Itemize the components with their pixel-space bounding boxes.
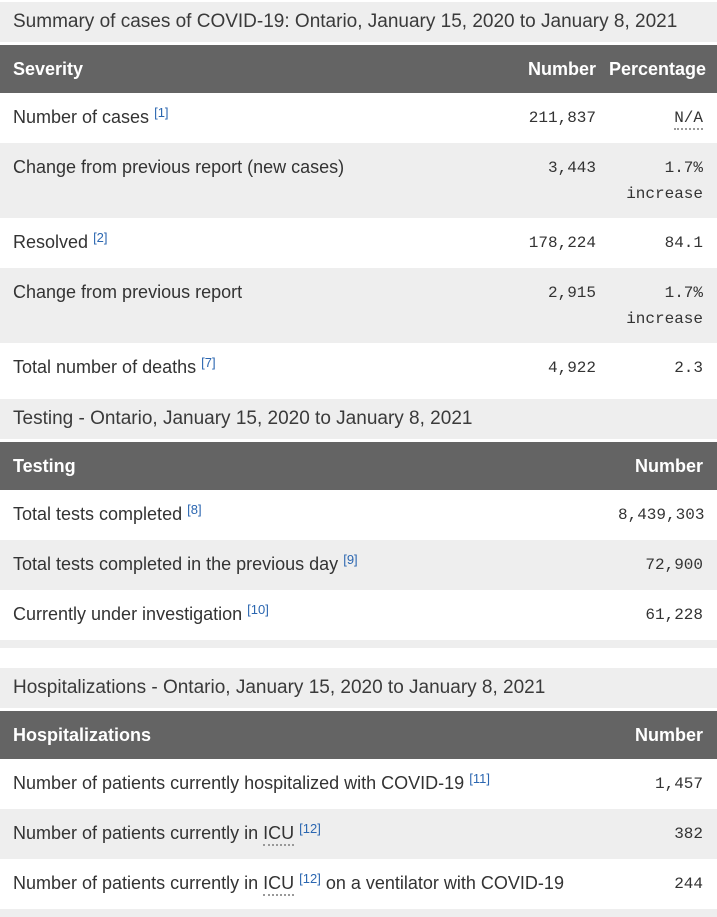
number-cell: 8,439,303 bbox=[618, 506, 705, 524]
row-label: Change from previous report bbox=[0, 268, 480, 343]
footnote-link[interactable]: [12] bbox=[299, 871, 321, 886]
abbr-icu: ICU bbox=[263, 823, 295, 846]
number-cell: 244 bbox=[674, 875, 703, 893]
table-row: Total number of deaths [7] 4,922 2.3 bbox=[0, 343, 717, 393]
row-label: Resolved [2] bbox=[0, 218, 480, 268]
row-label-text: Change from previous report bbox=[13, 282, 243, 302]
table-row: Number of patients currently in ICU [12]… bbox=[0, 859, 717, 909]
row-label: Number of patients currently in ICU [12]… bbox=[0, 859, 605, 909]
row-label-text: Resolved bbox=[13, 232, 89, 252]
testing-table: Testing Number Total tests completed [8]… bbox=[0, 442, 717, 640]
number-cell: 3,443 bbox=[547, 159, 596, 177]
row-label: Total number of deaths [7] bbox=[0, 343, 480, 393]
row-label-text: on a ventilator with COVID-19 bbox=[325, 873, 564, 893]
table-row: Currently under investigation [10] 61,22… bbox=[0, 590, 717, 640]
row-label-text: Change from previous report (new cases) bbox=[13, 157, 345, 177]
footnote-link[interactable]: [9] bbox=[343, 552, 358, 567]
table-row: Number of cases [1] 211,837 N/A bbox=[0, 93, 717, 143]
row-label-text: Total number of deaths bbox=[13, 357, 197, 377]
footnote-link[interactable]: [11] bbox=[469, 771, 490, 786]
footnote-link[interactable]: [2] bbox=[93, 230, 108, 245]
testing-caption: Testing - Ontario, January 15, 2020 to J… bbox=[0, 399, 717, 439]
footnote-link[interactable]: [12] bbox=[299, 821, 321, 836]
row-label-text: Number of cases bbox=[13, 107, 150, 127]
number-cell: 72,900 bbox=[645, 556, 703, 574]
footnote-link[interactable]: [8] bbox=[187, 502, 202, 517]
percentage-cell: 1.7% increase bbox=[626, 159, 703, 203]
number-cell: 2,915 bbox=[547, 284, 596, 302]
testing-section: Testing - Ontario, January 15, 2020 to J… bbox=[0, 399, 717, 648]
row-label-text: Currently under investigation bbox=[13, 604, 243, 624]
abbr-not-applicable: N/A bbox=[674, 109, 703, 130]
partial-row-strip bbox=[0, 640, 717, 648]
row-label: Number of patients currently hospitalize… bbox=[0, 759, 605, 809]
col-header-number: Number bbox=[480, 45, 596, 93]
testing-header-row: Testing Number bbox=[0, 442, 717, 490]
number-cell: 382 bbox=[674, 825, 703, 843]
table-row: Total tests completed in the previous da… bbox=[0, 540, 717, 590]
col-header-hospitalizations: Hospitalizations bbox=[0, 711, 605, 759]
col-header-percentage: Percentage bbox=[596, 45, 717, 93]
row-label: Number of patients currently in ICU [12] bbox=[0, 809, 605, 859]
row-label: Change from previous report (new cases) bbox=[0, 143, 480, 218]
table-row: Change from previous report (new cases) … bbox=[0, 143, 717, 218]
table-row: Number of patients currently hospitalize… bbox=[0, 759, 717, 809]
col-header-testing: Testing bbox=[0, 442, 605, 490]
percentage-cell: N/A bbox=[596, 93, 717, 143]
section-gap bbox=[0, 648, 717, 668]
row-label: Total tests completed in the previous da… bbox=[0, 540, 605, 590]
row-label-text: Number of patients currently in bbox=[13, 873, 259, 893]
percentage-cell: 84.1 bbox=[664, 234, 703, 252]
table-row: Resolved [2] 178,224 84.1 bbox=[0, 218, 717, 268]
summary-table: Severity Number Percentage Number of cas… bbox=[0, 45, 717, 393]
hospitalizations-header-row: Hospitalizations Number bbox=[0, 711, 717, 759]
number-cell: 61,228 bbox=[645, 606, 703, 624]
partial-row-strip bbox=[0, 909, 717, 917]
row-label: Number of cases [1] bbox=[0, 93, 480, 143]
footnote-link[interactable]: [7] bbox=[201, 355, 216, 370]
row-label-text: Number of patients currently in bbox=[13, 823, 259, 843]
summary-section: Summary of cases of COVID-19: Ontario, J… bbox=[0, 2, 717, 393]
table-row: Number of patients currently in ICU [12]… bbox=[0, 809, 717, 859]
hospitalizations-section: Hospitalizations - Ontario, January 15, … bbox=[0, 668, 717, 917]
row-label-text: Total tests completed in the previous da… bbox=[13, 554, 339, 574]
number-cell: 211,837 bbox=[528, 109, 596, 127]
percentage-cell: 1.7% increase bbox=[626, 284, 703, 328]
col-header-severity: Severity bbox=[0, 45, 480, 93]
table-row: Total tests completed [8] 8,439,303 bbox=[0, 490, 717, 540]
number-cell: 1,457 bbox=[654, 775, 703, 793]
row-label: Total tests completed [8] bbox=[0, 490, 605, 540]
number-cell: 178,224 bbox=[528, 234, 596, 252]
hospitalizations-table: Hospitalizations Number Number of patien… bbox=[0, 711, 717, 909]
col-header-number: Number bbox=[605, 442, 717, 490]
number-cell: 4,922 bbox=[547, 359, 596, 377]
col-header-number: Number bbox=[605, 711, 717, 759]
summary-caption: Summary of cases of COVID-19: Ontario, J… bbox=[0, 2, 717, 42]
hospitalizations-caption: Hospitalizations - Ontario, January 15, … bbox=[0, 668, 717, 708]
row-label: Currently under investigation [10] bbox=[0, 590, 605, 640]
table-row: Change from previous report 2,915 1.7% i… bbox=[0, 268, 717, 343]
percentage-cell: 2.3 bbox=[674, 359, 703, 377]
footnote-link[interactable]: [10] bbox=[247, 602, 269, 617]
row-label-text: Total tests completed bbox=[13, 504, 183, 524]
row-label-text: Number of patients currently hospitalize… bbox=[13, 773, 465, 793]
summary-header-row: Severity Number Percentage bbox=[0, 45, 717, 93]
footnote-link[interactable]: [1] bbox=[154, 105, 169, 120]
